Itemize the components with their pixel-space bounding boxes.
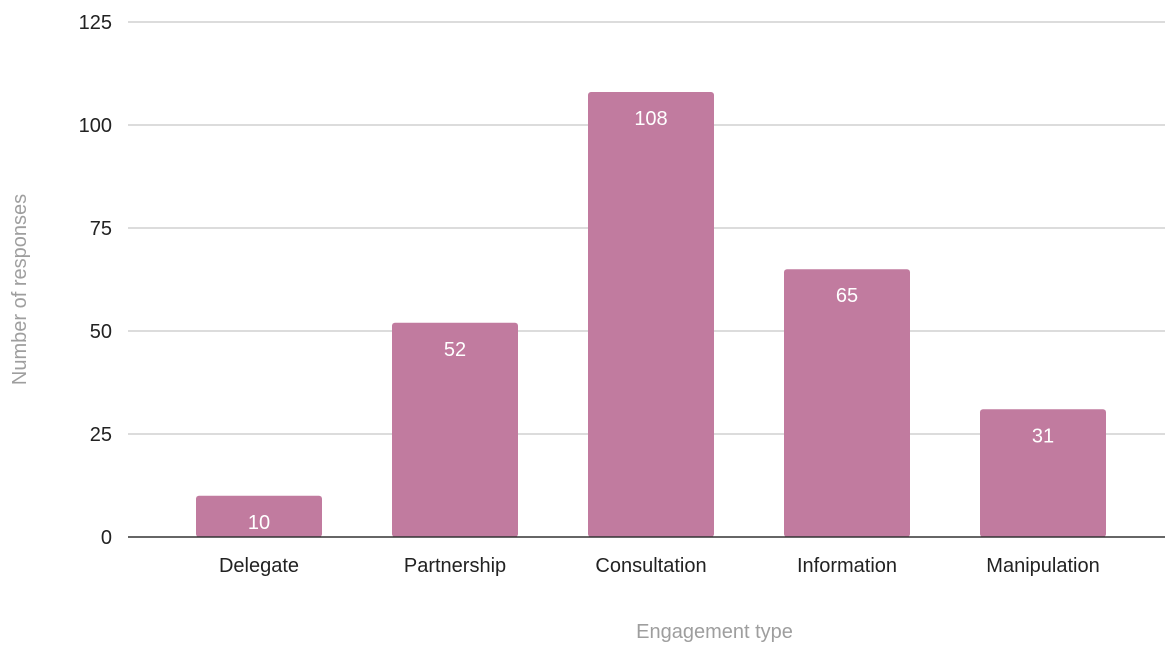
x-axis-ticks: Delegate Partnership Consultation Informati… [219,555,1100,577]
x-tick-label: Information [797,555,897,577]
bar-information [784,269,910,537]
y-axis-title: Number of responses [9,194,31,385]
y-axis-ticks: 0 25 50 75 100 125 [79,12,112,549]
y-tick-label: 75 [90,218,112,240]
bar-data-label: 52 [444,339,466,361]
bars: 10 52 108 65 31 [196,92,1106,537]
y-tick-label: 50 [90,321,112,343]
x-axis-title: Engagement type [636,621,793,643]
x-tick-label: Manipulation [986,555,1099,577]
y-tick-label: 100 [79,115,112,137]
bar-data-label: 65 [836,285,858,307]
y-tick-label: 25 [90,424,112,446]
bar-data-label: 31 [1032,425,1054,447]
y-tick-label: 0 [101,527,112,549]
bar-data-label: 10 [248,512,270,534]
y-tick-label: 125 [79,12,112,34]
bar-data-label: 108 [634,108,667,130]
x-tick-label: Delegate [219,555,299,577]
x-tick-label: Partnership [404,555,506,577]
bar-consultation [588,92,714,537]
x-tick-label: Consultation [595,555,706,577]
